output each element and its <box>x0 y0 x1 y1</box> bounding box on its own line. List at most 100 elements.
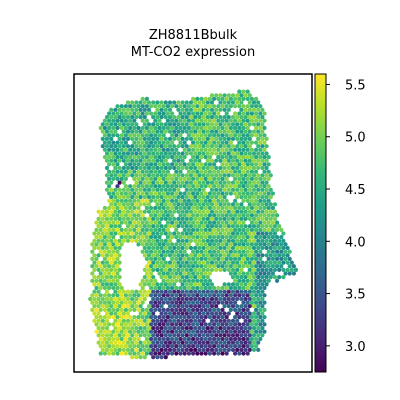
expression-spot <box>209 165 215 171</box>
expression-spot <box>214 304 219 309</box>
expression-spot <box>203 111 208 116</box>
expression-spot <box>264 238 269 243</box>
expression-spot <box>107 300 112 305</box>
expression-spot <box>163 136 168 141</box>
expression-spot <box>184 311 189 316</box>
expression-spot <box>163 231 168 236</box>
expression-spot <box>243 275 248 280</box>
expression-spot <box>163 122 168 127</box>
expression-spot <box>111 220 116 225</box>
expression-spot <box>191 285 196 291</box>
expression-spot <box>285 267 290 272</box>
expression-spot <box>191 198 196 203</box>
expression-spot <box>268 275 273 280</box>
expression-spot <box>155 267 160 272</box>
expression-spot <box>134 333 139 338</box>
expression-spot <box>100 282 105 287</box>
expression-spot <box>167 289 173 294</box>
expression-spot <box>163 275 168 280</box>
expression-spot <box>266 278 271 283</box>
expression-spot <box>264 209 269 214</box>
expression-spot <box>100 253 105 258</box>
expression-spot <box>130 165 135 171</box>
expression-spot <box>199 336 204 342</box>
expression-spot <box>172 180 177 185</box>
expression-spot <box>178 220 183 225</box>
expression-spot <box>254 118 259 123</box>
expression-spot <box>125 326 131 331</box>
expression-spot <box>224 264 229 269</box>
expression-spot <box>212 300 217 305</box>
expression-spot <box>268 231 273 236</box>
expression-spot <box>90 249 95 254</box>
expression-spot <box>218 187 223 192</box>
expression-spot <box>121 340 126 345</box>
expression-spot <box>220 125 225 131</box>
expression-spot <box>184 202 189 207</box>
expression-spot <box>123 205 128 211</box>
expression-spot <box>117 165 122 171</box>
expression-spot <box>155 347 160 352</box>
expression-spot <box>176 260 181 265</box>
expression-spot <box>233 198 238 203</box>
expression-spot <box>230 209 236 214</box>
expression-spot <box>111 300 116 305</box>
expression-spot <box>180 144 185 149</box>
colorbar-tick-label: 5.5 <box>345 78 366 93</box>
expression-spot <box>111 140 116 145</box>
expression-spot <box>165 307 170 312</box>
expression-spot <box>233 125 238 131</box>
expression-spot <box>228 169 233 174</box>
expression-spot <box>216 329 221 334</box>
expression-spot <box>195 118 200 123</box>
expression-spot <box>214 238 219 243</box>
expression-spot <box>182 344 187 349</box>
expression-spot <box>153 162 158 167</box>
expression-spot <box>96 282 101 287</box>
expression-spot <box>205 216 210 221</box>
expression-spot <box>104 187 110 192</box>
expression-spot <box>216 205 221 211</box>
expression-spot <box>237 133 242 138</box>
expression-spot <box>155 151 160 156</box>
expression-spot <box>125 122 131 127</box>
expression-spot <box>138 347 143 352</box>
expression-spot <box>212 351 217 356</box>
expression-spot <box>170 256 175 261</box>
expression-spot <box>272 209 278 214</box>
expression-spot <box>178 111 183 116</box>
expression-spot <box>109 136 114 141</box>
expression-spot <box>161 344 166 349</box>
expression-spot <box>235 202 240 207</box>
expression-spot <box>191 169 196 174</box>
expression-spot <box>245 155 250 160</box>
expression-spot <box>92 311 97 316</box>
expression-spot <box>121 231 126 236</box>
expression-spot <box>142 245 147 251</box>
expression-spot <box>237 213 242 218</box>
expression-spot <box>222 129 227 134</box>
expression-spot <box>138 340 143 345</box>
expression-spot <box>182 307 187 312</box>
expression-spot <box>195 300 200 305</box>
expression-spot <box>275 220 280 225</box>
expression-spot <box>176 267 181 272</box>
expression-spot <box>243 282 248 287</box>
expression-spot <box>218 180 223 185</box>
expression-spot <box>212 96 217 101</box>
expression-spot <box>203 213 208 218</box>
expression-spot <box>212 169 217 174</box>
expression-spot <box>228 249 233 254</box>
expression-spot <box>218 333 223 338</box>
expression-spot <box>216 125 221 131</box>
expression-spot <box>188 260 194 265</box>
expression-spot <box>249 162 254 167</box>
expression-spot <box>237 351 242 356</box>
expression-spot <box>146 122 152 127</box>
expression-spot <box>207 256 212 261</box>
expression-spot <box>151 224 156 229</box>
expression-spot <box>212 147 217 152</box>
expression-spot <box>90 242 95 247</box>
expression-spot <box>193 267 198 272</box>
expression-spot <box>241 96 246 101</box>
